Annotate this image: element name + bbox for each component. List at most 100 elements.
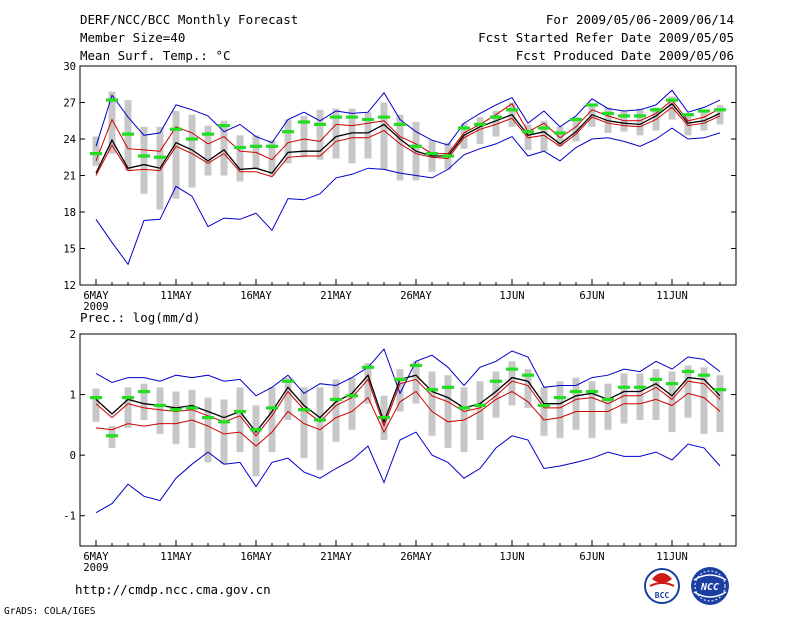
x-tick-label: 11MAY — [160, 290, 192, 302]
spread-bar — [652, 369, 660, 421]
spread-bar — [636, 108, 644, 136]
spread-bar — [604, 383, 612, 430]
y-tick-label: 15 — [63, 244, 76, 256]
y-tick-label: 12 — [63, 280, 76, 292]
spread-bar — [620, 111, 628, 132]
median-mark — [186, 406, 198, 410]
spread-bar — [172, 111, 180, 199]
ncc-logo: NCC — [691, 567, 729, 605]
series-line-p10 — [95, 106, 721, 178]
median-mark — [394, 377, 406, 382]
median-mark — [602, 397, 614, 402]
spread-bar — [396, 369, 404, 412]
median-mark — [602, 111, 614, 116]
median-mark — [458, 126, 470, 130]
series-line-min — [95, 431, 721, 514]
spread-bar — [716, 104, 724, 125]
spread-bar — [124, 387, 132, 428]
spread-bar — [156, 387, 164, 434]
median-mark — [650, 377, 662, 382]
forecast-period: For 2009/05/06-2009/06/14 — [546, 12, 734, 27]
spread-bar — [476, 381, 484, 440]
median-mark — [90, 396, 102, 400]
spread-bar — [204, 125, 212, 176]
x-tick-label: 11MAY — [160, 551, 192, 563]
spread-bar — [348, 377, 356, 430]
spread-bar — [332, 379, 340, 442]
spread-bar — [316, 109, 324, 160]
median-mark — [362, 117, 374, 122]
spread-bar — [220, 399, 228, 465]
precip-variable-label: Prec.: log(mm/d) — [80, 310, 200, 325]
spread-bar — [364, 112, 372, 159]
median-mark — [442, 385, 454, 389]
spread-bar — [92, 136, 100, 166]
median-mark — [522, 373, 534, 377]
median-mark — [490, 379, 502, 383]
forecast-produced-date: Fcst Produced Date 2009/05/06 — [516, 48, 734, 63]
median-mark — [266, 144, 278, 148]
median-mark — [202, 132, 214, 136]
median-mark — [538, 403, 550, 408]
median-mark — [618, 114, 630, 118]
median-mark — [90, 152, 102, 156]
median-mark — [138, 389, 150, 394]
spread-bar — [428, 371, 436, 436]
y-tick-label: 1 — [70, 390, 76, 402]
plot-frame — [79, 333, 737, 547]
spread-bar — [300, 387, 308, 459]
series-line-max — [95, 89, 721, 147]
median-mark — [218, 420, 230, 424]
x-tick-label: 26MAY — [400, 551, 432, 563]
spread-bar — [412, 361, 420, 404]
spread-bar — [188, 114, 196, 188]
median-mark — [554, 131, 566, 135]
spread-bar — [556, 126, 564, 147]
ncc-logo-text: NCC — [700, 582, 719, 593]
x-tick-label: 6JUN — [579, 290, 604, 302]
spread-bar — [396, 114, 404, 181]
spread-bar — [92, 388, 100, 422]
variable-label: Mean Surf. Temp.: °C — [80, 48, 231, 63]
x-tick-label: 16MAY — [240, 551, 272, 563]
median-mark — [666, 98, 678, 102]
y-tick-label: 27 — [63, 98, 76, 110]
forecast-start-date: Fcst Started Refer Date 2009/05/05 — [478, 30, 734, 45]
median-mark — [138, 154, 150, 158]
spread-bar — [316, 387, 324, 471]
median-mark — [506, 108, 518, 112]
x-tick-year: 2009 — [83, 301, 108, 313]
x-tick-label: 26MAY — [400, 290, 432, 302]
x-tick-label: 6MAY — [83, 290, 109, 302]
y-tick-label: 0 — [70, 450, 76, 462]
bcc-logo: BCC — [644, 568, 680, 604]
spread-bar — [284, 119, 292, 164]
spread-bar — [348, 108, 356, 164]
median-mark — [586, 103, 598, 107]
spread-bar — [188, 389, 196, 448]
spread-bar — [540, 387, 548, 436]
bcc-logo-text: BCC — [655, 591, 670, 600]
median-mark — [266, 406, 278, 410]
spread-bar — [268, 387, 276, 453]
series-line-p90 — [95, 99, 721, 162]
median-mark — [314, 122, 326, 126]
median-mark — [714, 388, 726, 392]
median-mark — [666, 382, 678, 386]
median-mark — [714, 108, 726, 112]
median-mark — [634, 114, 646, 118]
spread-bar — [524, 369, 532, 408]
source-url[interactable]: http://cmdp.ncc.cma.gov.cn — [75, 582, 271, 597]
median-mark — [250, 428, 262, 432]
spread-bar — [556, 381, 564, 439]
median-mark — [490, 115, 502, 119]
median-mark — [426, 152, 438, 156]
median-mark — [458, 406, 470, 410]
series-line-p10 — [95, 378, 721, 437]
spread-bar — [716, 375, 724, 433]
spread-bar — [476, 117, 484, 144]
spread-bar — [332, 108, 340, 159]
spread-bar — [268, 140, 276, 176]
median-mark — [474, 403, 486, 408]
x-tick-year: 2009 — [83, 562, 108, 574]
